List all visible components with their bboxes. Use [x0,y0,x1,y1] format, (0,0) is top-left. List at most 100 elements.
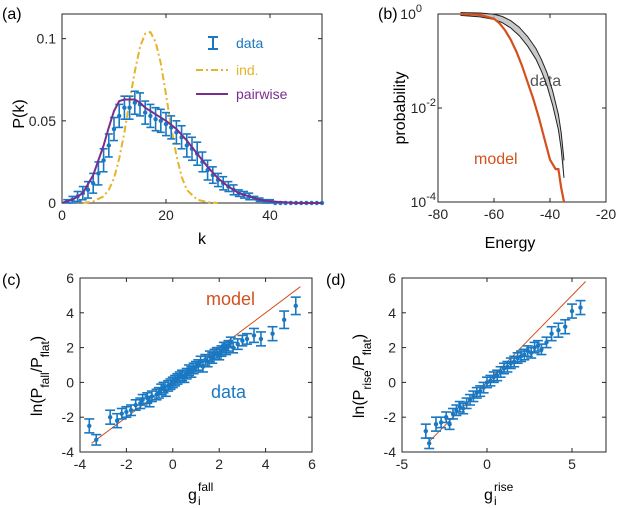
panel-a-data-marker [122,105,127,110]
panel-d-xtick-label: 5 [568,456,576,472]
panel-a-data-marker [163,121,169,127]
panel-d-xtick-label: 0 [483,456,491,472]
panel-a-ytick-label: 0.1 [37,31,57,47]
panel-d-data-marker [491,374,496,380]
panel-c-data-marker [149,394,155,399]
panel-d-data-marker [484,380,490,385]
panel-d-ytick-label: -4 [384,444,397,460]
panel-a-data-point [130,90,139,116]
panel-d-data-marker [438,420,444,425]
panel-d-data-point [488,371,499,384]
panel-a-data-marker [101,158,106,163]
panel-c-data-point [249,327,259,344]
panel-c-axes-box [79,277,313,453]
panel-c-data-marker [293,303,298,309]
panel-a-ylabel: P(k) [11,99,28,128]
panel-a: (a) P(k) k 0 20 40 0 0.05 0.1 data ind. pairw… [2,6,325,248]
panel-d-data-marker [556,328,561,333]
panel-d-data-marker [447,421,452,427]
panel-c-xtick-label: -2 [120,456,133,472]
panel-d-xtick-label: -5 [396,456,409,472]
panel-d-data-marker [525,348,530,354]
panel-c-data-marker [244,336,250,342]
panel-d-data-point [420,423,431,439]
panel-b-xtick-label: -80 [428,206,448,222]
panel-a-data-point [156,108,165,134]
panel-d-data-point [575,299,586,316]
panel-a-xtick-label: 40 [262,207,278,223]
panel-b-xtick-label: -40 [540,206,560,222]
legend-marker-data [208,36,218,50]
panel-d-data-point [546,325,557,342]
panel-c-label: (c) [2,272,21,289]
panel-d-axes-box [401,277,607,453]
panel-d-data-marker [427,441,432,446]
panel-c-ytick-label: -2 [62,409,75,425]
panel-a-data-point [99,147,108,173]
panel-c-ytick-label: 0 [66,374,74,390]
panel-d-data-point [553,322,564,338]
panel-c-data-marker [94,437,99,443]
svg-text:rise: rise [494,480,514,494]
panel-b-xlabel: Energy [485,235,536,252]
panel-a-ytick-label: 0 [48,195,56,211]
panel-b-ytick-label: 100 [400,3,422,22]
panel-d-data-point [431,416,441,432]
model-line [427,281,586,444]
svg-text:fall: fall [198,480,213,494]
panel-c: (c) ln(Pfall/Pflat) g fall i model data … [2,270,316,508]
panel-c-ytick-label: 6 [66,270,74,286]
panel-c-data-point [137,393,148,406]
panel-d-ytick-label: -2 [384,409,397,425]
annotation-data: data [211,382,247,402]
panel-d-data-marker [518,354,524,359]
panel-d-data-point [541,336,552,349]
panel-a-data-point [151,106,160,132]
panel-d-data-marker [423,428,428,434]
panel-d: (d) ln(Prise/Pflat) g rise i -5 0 5 -4 -2 0 2 4… [326,270,607,508]
panel-a-xtick-label: 0 [58,207,66,223]
panel-b-axes-box [437,13,607,203]
panel-a-data-point [146,103,155,129]
panel-c-ytick-label: 4 [66,305,74,321]
panel-c-data-marker [140,397,145,402]
panel-d-data-marker [515,355,520,361]
panel-c-data-marker [107,415,113,420]
panel-d-data-point [560,318,571,335]
panel-c-data-point [146,390,157,403]
panel-c-data-marker [119,411,124,416]
panel-b-xtick-label: -20 [596,206,616,222]
panel-c-ylabel: ln(Pfall/Pflat) [29,336,52,416]
panel-a-data-point [172,120,181,145]
panel-b-ytick-label: 10-4 [411,191,436,210]
panel-c-ytick-label: -4 [62,444,75,460]
panel-c-xtick-label: 0 [169,456,177,472]
panel-c-data-marker [87,423,92,429]
panel-a-data-point [84,180,92,199]
panel-c-data-marker [133,402,138,408]
panel-a-data-point [162,111,170,137]
panel-d-data-marker [563,324,568,329]
annotation-model: model [474,151,518,168]
panel-b: (b) probability Energy data model -80-60… [378,3,616,252]
panel-d-ytick-label: 0 [388,374,396,390]
panel-a-data-point [141,100,150,125]
panel-a-data-point [182,133,191,158]
panel-c-xtick-label: 6 [308,456,316,472]
panel-b-ylabel: probability [392,72,409,145]
series-model-line [460,12,566,203]
series-data-upper [460,12,565,161]
panel-a-data-point [198,151,207,173]
panel-d-data-marker [508,361,513,366]
panel-c-xtick-label: 4 [262,456,270,472]
panel-c-data-point [279,310,290,330]
panel-a-data-marker [91,181,96,186]
panel-d-ylabel: ln(Prise/Pflat) [351,334,374,418]
svg-text:g: g [484,487,493,504]
svg-text:i: i [198,494,201,508]
panel-a-data-marker [117,113,122,119]
panel-c-data-point [84,418,95,434]
panel-c-ytick-label: 2 [66,340,74,356]
panel-c-data-point [267,325,278,342]
series-pairwise-line [61,98,322,204]
